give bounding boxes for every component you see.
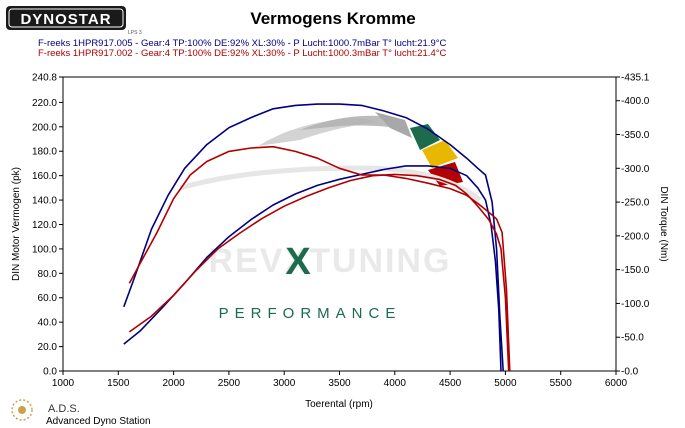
y-left-tick-label: 240.8 bbox=[32, 73, 57, 84]
x-tick-label: 4500 bbox=[439, 378, 462, 389]
y-left-tick-label: 80.0 bbox=[38, 269, 58, 280]
y-right-tick-label: -250.0 bbox=[621, 198, 650, 209]
y-right-tick-label: -435.1 bbox=[621, 73, 650, 84]
x-tick-label: 3500 bbox=[328, 378, 351, 389]
x-axis-label: Toerental (rpm) bbox=[305, 399, 373, 410]
y-left-tick-label: 120.0 bbox=[32, 220, 57, 231]
series-lines bbox=[123, 103, 511, 372]
x-tick-label: 4000 bbox=[384, 378, 407, 389]
y-left-tick-label: 140.0 bbox=[32, 196, 57, 207]
x-tick-label: 1500 bbox=[107, 378, 130, 389]
legend-entry-run-002: F-reeks 1HPR917.002 - Gear:4 TP:100% DE:… bbox=[38, 48, 447, 59]
y-right-tick-label: -350.0 bbox=[621, 130, 650, 141]
y-right-tick-label: -300.0 bbox=[621, 164, 650, 175]
y-left-tick-label: 180.0 bbox=[32, 147, 57, 158]
y-left-tick-label: 160.0 bbox=[32, 171, 57, 182]
svg-text:X: X bbox=[285, 241, 311, 283]
series-line-1HPR917-002-torque bbox=[128, 145, 511, 372]
y-left-tick-label: 40.0 bbox=[38, 318, 58, 329]
y-axis-right-label: DIN Torque (Nm) bbox=[658, 186, 669, 261]
y-left-tick-label: 200.0 bbox=[32, 122, 57, 133]
y-left-tick-label: 220.0 bbox=[32, 98, 57, 109]
y-right-tick-label: -400.0 bbox=[621, 96, 650, 107]
chart-title: Vermogens Kromme bbox=[250, 9, 415, 28]
dynostar-logo-text: DYNOSTAR bbox=[20, 11, 111, 28]
legend-entry-run-005: F-reeks 1HPR917.005 - Gear:4 TP:100% DE:… bbox=[38, 38, 447, 49]
series-line-1HPR917-005-torque bbox=[123, 103, 504, 372]
x-tick-label: 5500 bbox=[550, 378, 573, 389]
y-right-tick-label: -100.0 bbox=[621, 299, 650, 310]
x-tick-label: 2000 bbox=[162, 378, 185, 389]
x-tick-label: 5000 bbox=[494, 378, 517, 389]
y-right-tick-label: -150.0 bbox=[621, 265, 650, 276]
x-tick-label: 1000 bbox=[52, 378, 75, 389]
y-left-tick-label: 20.0 bbox=[38, 342, 58, 353]
watermark-logo-text: REVXTUNING bbox=[209, 242, 452, 280]
axis-ticks: 1000 1500 2000 2500 3000 3500 4000 4500 5000 5500… bbox=[32, 73, 650, 390]
x-tick-label: 2500 bbox=[218, 378, 241, 389]
y-right-tick-label: -0.0 bbox=[621, 367, 639, 378]
ads-logo-text: A.D.S. bbox=[48, 403, 80, 415]
dynostar-logo: DYNOSTAR LPS 3 bbox=[6, 6, 142, 36]
dynostar-logo-sub: LPS 3 bbox=[128, 30, 142, 36]
y-left-tick-label: 100.0 bbox=[32, 244, 57, 255]
ads-logo: A.D.S. Advanced Dyno Station bbox=[11, 399, 151, 427]
y-right-tick-label: -200.0 bbox=[621, 231, 650, 242]
y-right-tick-label: -50.0 bbox=[621, 333, 644, 344]
y-axis-left-label: DIN Motor Vermogen (pk) bbox=[11, 167, 22, 281]
y-left-tick-label: 60.0 bbox=[38, 293, 58, 304]
revx-tuning-watermark: REVXTUNING X PERFORMANCE bbox=[179, 112, 482, 322]
y-left-tick-label: 0.0 bbox=[43, 367, 57, 378]
ads-logo-sub: Advanced Dyno Station bbox=[46, 416, 151, 427]
x-tick-label: 3000 bbox=[273, 378, 296, 389]
watermark-tagline: PERFORMANCE bbox=[219, 305, 402, 322]
x-tick-label: 6000 bbox=[605, 378, 628, 389]
